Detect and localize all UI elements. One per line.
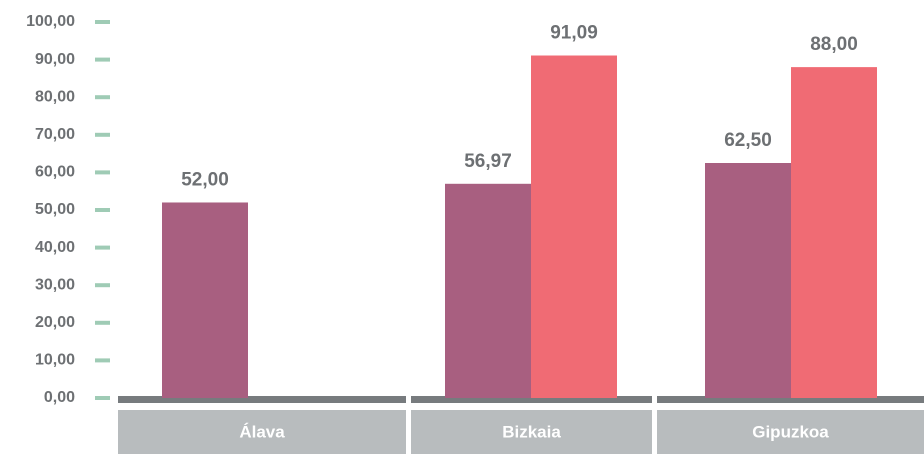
y-tick-label: 70,00 [35,126,75,143]
y-tick-label: 20,00 [35,314,75,331]
bar [705,163,791,398]
y-tick-label: 40,00 [35,239,75,256]
category-box [411,410,652,454]
bar [791,67,877,399]
y-tick-label: 100,00 [26,13,75,30]
y-tick-label: 30,00 [35,276,75,293]
bar [445,183,531,398]
value-label: 91,09 [550,23,598,44]
y-tick-label: 80,00 [35,88,75,105]
y-tick-label: 0,00 [44,389,75,406]
y-tick-label: 50,00 [35,201,75,218]
category-box [657,410,924,454]
x-tick-label: Gipuzkoa [752,422,829,441]
value-label: 52,00 [181,169,229,190]
x-tick-label: Álava [239,422,285,441]
category-box [118,410,406,454]
value-label: 88,00 [810,34,858,55]
baseline [118,396,406,403]
baseline [657,396,924,403]
bar [162,202,248,398]
value-label: 56,97 [464,151,512,172]
y-tick-label: 10,00 [35,352,75,369]
x-tick-label: Bizkaia [502,422,561,441]
y-tick-label: 90,00 [35,51,75,68]
bar [531,55,617,399]
baseline [411,396,652,403]
y-tick-label: 60,00 [35,164,75,181]
value-label: 62,50 [724,130,772,151]
